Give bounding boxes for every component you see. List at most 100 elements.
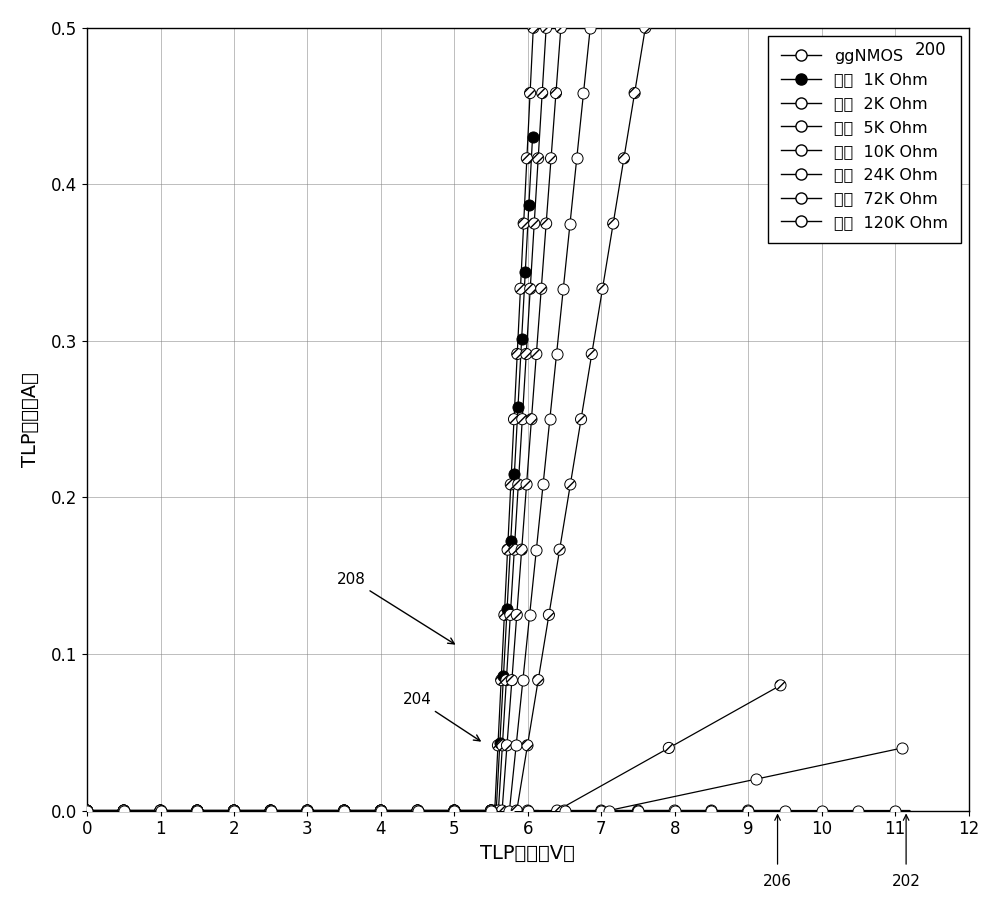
Point <box>189 804 205 818</box>
Point <box>263 804 279 818</box>
Point <box>703 804 719 818</box>
Point <box>575 86 591 100</box>
Point <box>502 607 518 622</box>
Point <box>593 804 609 818</box>
Point <box>373 804 389 818</box>
Point <box>538 216 554 231</box>
Text: 202: 202 <box>892 874 921 888</box>
Point <box>410 804 426 818</box>
Point <box>520 804 536 818</box>
Point <box>410 804 426 818</box>
Point <box>495 669 511 683</box>
Point <box>557 804 573 818</box>
Point <box>189 804 205 818</box>
Point <box>509 607 525 622</box>
Point <box>512 281 528 296</box>
Point <box>525 131 541 145</box>
Text: 200: 200 <box>915 41 947 59</box>
Point <box>518 347 534 361</box>
Point <box>373 804 389 818</box>
Point <box>263 804 279 818</box>
Point <box>152 804 168 818</box>
Point <box>510 478 526 492</box>
Point <box>627 86 643 100</box>
Point <box>519 151 535 166</box>
Point <box>528 347 544 361</box>
Point <box>226 804 242 818</box>
Point <box>152 804 168 818</box>
Point <box>410 804 426 818</box>
Point <box>226 804 242 818</box>
Point <box>226 804 242 818</box>
Point <box>116 804 132 818</box>
Point <box>501 804 517 818</box>
Point <box>526 216 542 231</box>
Point <box>446 804 462 818</box>
Point <box>483 804 499 818</box>
Point <box>506 412 522 426</box>
Point <box>79 804 95 818</box>
Point <box>189 804 205 818</box>
Point <box>152 804 168 818</box>
Y-axis label: TLP电流（A）: TLP电流（A） <box>21 372 40 467</box>
Point <box>446 804 462 818</box>
Point <box>336 804 352 818</box>
Point <box>263 804 279 818</box>
Point <box>152 804 168 818</box>
Point <box>299 804 315 818</box>
Point <box>490 738 506 752</box>
Point <box>601 804 617 818</box>
Point <box>226 804 242 818</box>
Point <box>263 804 279 818</box>
Point <box>503 534 519 549</box>
Point <box>373 804 389 818</box>
Point <box>410 804 426 818</box>
Point <box>548 86 564 100</box>
Point <box>814 804 830 818</box>
Point <box>496 607 512 622</box>
Point <box>515 673 531 687</box>
Point <box>525 21 541 35</box>
Point <box>499 601 515 615</box>
Point <box>557 804 573 818</box>
Point <box>446 804 462 818</box>
Point <box>373 804 389 818</box>
Point <box>336 804 352 818</box>
Point <box>748 772 764 787</box>
Point <box>336 804 352 818</box>
Point <box>446 804 462 818</box>
Point <box>446 804 462 818</box>
Point <box>226 804 242 818</box>
Point <box>490 804 506 818</box>
Point <box>543 151 559 166</box>
Point <box>541 607 557 622</box>
Point <box>263 804 279 818</box>
Point <box>593 804 609 818</box>
Point <box>520 804 536 818</box>
Point <box>79 804 95 818</box>
Point <box>703 804 719 818</box>
Point <box>483 804 499 818</box>
Point <box>523 412 539 426</box>
Point <box>116 804 132 818</box>
Point <box>569 151 585 166</box>
Point <box>777 804 793 818</box>
Point <box>584 347 600 361</box>
Point <box>483 804 499 818</box>
Point <box>522 607 538 622</box>
Legend: ggNMOS, 增加  1K Ohm, 增加  2K Ohm, 增加  5K Ohm, 增加  10K Ohm, 增加  24K Ohm, 增加  72K Oh: ggNMOS, 增加 1K Ohm, 增加 2K Ohm, 增加 5K Ohm,… <box>768 36 961 243</box>
Point <box>509 804 525 818</box>
Point <box>519 478 535 492</box>
Point <box>410 804 426 818</box>
Point <box>373 804 389 818</box>
Point <box>605 216 621 231</box>
Point <box>514 332 530 347</box>
Point <box>299 804 315 818</box>
Point <box>894 741 910 755</box>
Point <box>616 151 632 166</box>
Point <box>538 21 554 35</box>
Point <box>506 542 522 557</box>
Point <box>508 738 524 752</box>
Point <box>152 804 168 818</box>
Point <box>189 804 205 818</box>
